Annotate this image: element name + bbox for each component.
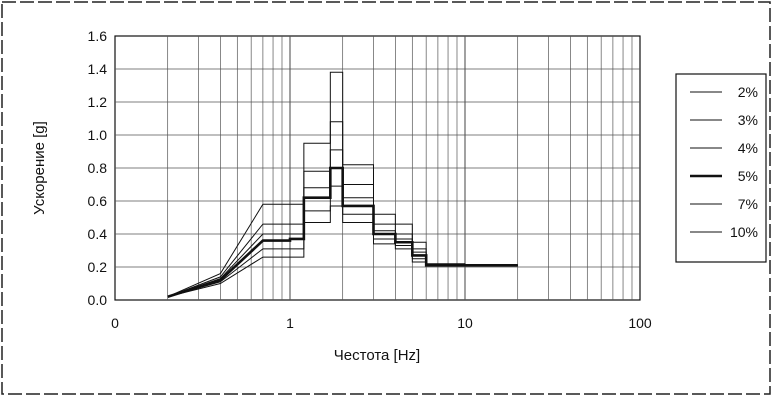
legend-label: 5% — [738, 168, 758, 184]
tick-labels: 0.0 0.2 0.4 0.6 0.8 1.0 1.2 1.4 1.6 0 1 10 100 — [88, 28, 652, 331]
y-tick-label: 0.0 — [88, 292, 108, 308]
series-line-7pct — [167, 185, 518, 298]
y-tick-label: 1.6 — [88, 28, 108, 44]
y-tick-label: 1.0 — [88, 127, 108, 143]
legend-label: 2% — [738, 84, 758, 100]
x-tick-label: 1 — [286, 315, 294, 331]
y-tick-label: 0.8 — [88, 160, 108, 176]
series-line-4pct — [167, 149, 518, 298]
legend-label: 3% — [738, 112, 758, 128]
y-tick-label: 0.4 — [88, 226, 108, 242]
y-tick-label: 0.2 — [88, 259, 108, 275]
series-line-3pct — [167, 121, 518, 298]
x-axis-title: Честота [Hz] — [334, 347, 420, 364]
legend-label: 7% — [738, 196, 758, 212]
x-tick-label: 0 — [111, 315, 119, 331]
x-tick-label: 10 — [457, 315, 473, 331]
y-tick-label: 1.2 — [88, 94, 108, 110]
chart-outer-frame — [1, 1, 771, 395]
y-tick-label: 1.4 — [88, 61, 108, 77]
legend: 2% 3% 4% 5% 7% 10% — [690, 84, 758, 240]
y-tick-label: 0.6 — [88, 193, 108, 209]
series-line-10pct — [167, 205, 518, 298]
legend-box — [675, 73, 767, 263]
x-tick-label: 100 — [628, 315, 652, 331]
series-lines — [167, 71, 518, 298]
legend-label: 4% — [738, 140, 758, 156]
grid-lines — [115, 36, 640, 300]
legend-label: 10% — [730, 224, 758, 240]
y-axis-title: Ускорение [g] — [31, 121, 48, 215]
